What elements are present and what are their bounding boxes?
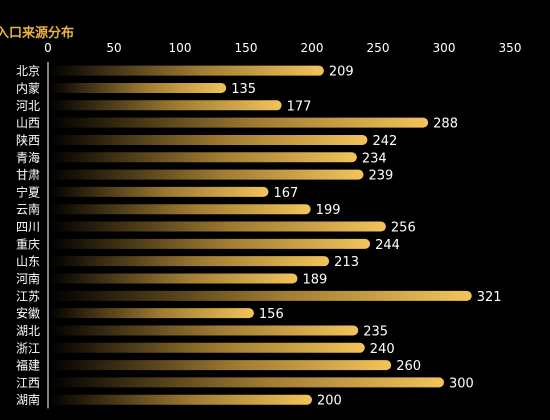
category-label: 重庆 — [16, 237, 40, 251]
value-label: 199 — [316, 203, 341, 218]
bar — [49, 221, 386, 232]
x-tick-label: 350 — [499, 41, 522, 55]
bar — [49, 169, 364, 180]
value-label: 300 — [449, 376, 474, 391]
value-label: 240 — [370, 342, 395, 357]
x-tick-label: 50 — [106, 41, 121, 55]
category-label: 山西 — [16, 116, 40, 130]
value-label: 235 — [363, 324, 388, 339]
category-label: 宁夏 — [16, 184, 40, 199]
value-label: 260 — [396, 359, 421, 374]
category-label: 湖南 — [16, 392, 40, 407]
x-tick-label: 150 — [235, 41, 258, 55]
bar — [49, 256, 330, 267]
bar — [49, 360, 392, 371]
x-tick-label: 300 — [433, 41, 456, 55]
category-label: 四川 — [16, 220, 40, 234]
x-tick-label: 250 — [367, 41, 390, 55]
value-label: 244 — [375, 238, 400, 253]
category-label: 河南 — [16, 271, 40, 286]
category-label: 湖北 — [16, 323, 40, 338]
value-label: 209 — [329, 65, 354, 80]
bar — [49, 65, 324, 76]
bar — [49, 273, 298, 284]
category-label: 甘肃 — [16, 168, 40, 182]
category-label: 北京 — [16, 64, 40, 78]
bar — [49, 82, 227, 93]
bar — [49, 394, 312, 405]
x-tick-label: 0 — [44, 41, 52, 55]
bar — [49, 152, 357, 163]
bar — [49, 100, 282, 111]
chart-title: 入口来源分布 — [0, 25, 74, 41]
x-tick-label: 100 — [169, 41, 192, 55]
category-label: 河北 — [16, 99, 40, 113]
bar — [49, 186, 269, 197]
value-label: 156 — [259, 307, 284, 322]
value-label: 167 — [273, 186, 298, 201]
bar — [49, 117, 429, 128]
bar — [49, 290, 472, 301]
value-label: 213 — [334, 255, 359, 270]
value-label: 288 — [433, 117, 458, 132]
category-label: 云南 — [16, 202, 40, 217]
value-label: 200 — [317, 394, 342, 409]
value-label: 321 — [477, 290, 502, 305]
category-label: 江苏 — [16, 289, 40, 303]
x-tick-label: 200 — [301, 41, 324, 55]
value-label: 256 — [391, 221, 416, 236]
bar — [49, 134, 368, 145]
bar — [49, 342, 365, 353]
bar — [49, 308, 254, 319]
bar — [49, 325, 359, 336]
value-label: 189 — [302, 273, 327, 288]
bar — [49, 377, 444, 388]
category-label: 内蒙 — [16, 81, 40, 95]
category-label: 陕西 — [16, 132, 40, 147]
category-label: 青海 — [16, 150, 40, 165]
value-label: 242 — [372, 134, 397, 149]
bar — [49, 238, 371, 249]
category-label: 江西 — [16, 376, 40, 390]
value-label: 135 — [231, 82, 256, 97]
bar — [49, 204, 311, 215]
category-label: 福建 — [16, 358, 40, 373]
category-label: 安徽 — [16, 306, 40, 321]
value-label: 239 — [368, 169, 393, 184]
category-label: 山东 — [16, 255, 40, 269]
value-label: 177 — [287, 99, 312, 114]
category-label: 浙江 — [16, 341, 40, 355]
value-label: 234 — [362, 151, 387, 166]
